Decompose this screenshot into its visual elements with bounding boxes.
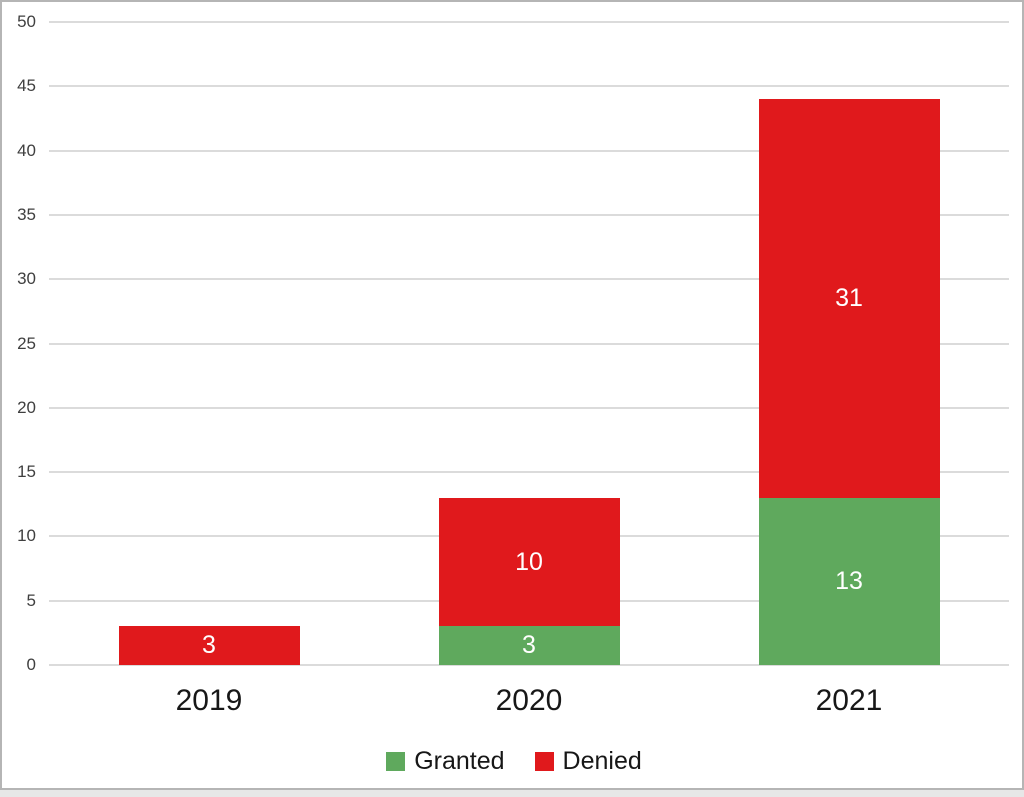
- x-axis-labels: 2019 2020 2021: [49, 684, 1009, 726]
- legend-label-granted: Granted: [414, 746, 505, 775]
- y-tick-label: 10: [17, 526, 36, 546]
- y-tick-label: 15: [17, 462, 36, 482]
- y-tick-label: 25: [17, 333, 36, 353]
- x-category-label-2020: 2020: [495, 684, 563, 717]
- bar-value-label: 3: [522, 631, 536, 660]
- bar-2020: 3 10: [438, 22, 620, 665]
- gridline: [49, 471, 1009, 474]
- gridline: [49, 213, 1009, 216]
- gridline: [49, 149, 1009, 152]
- legend-label-denied: Denied: [562, 746, 642, 775]
- legend-swatch-granted: [386, 751, 406, 771]
- bar-2019: 3: [118, 22, 300, 665]
- gridline: [49, 406, 1009, 409]
- x-category-label-2019: 2019: [175, 684, 243, 717]
- gridline: [49, 342, 1009, 345]
- bar-segment-denied-2020: 10: [438, 497, 620, 627]
- y-axis-labels: 0 5 10 15 20 25 30 35 40 45 50: [2, 13, 38, 673]
- y-tick-label: 45: [17, 76, 36, 96]
- legend-item-granted: Granted: [386, 746, 505, 775]
- gridline: [49, 664, 1009, 666]
- bar-segment-denied-2019: 3: [118, 626, 300, 665]
- y-tick-label: 40: [17, 140, 36, 160]
- bar-value-label: 10: [515, 547, 543, 576]
- y-tick-label: 30: [17, 269, 36, 289]
- bar-value-label: 13: [835, 566, 863, 595]
- bar-value-label: 31: [835, 284, 863, 312]
- gridline: [49, 85, 1009, 88]
- plot-area: 3 3 10 13 31: [49, 21, 1009, 666]
- legend-item-denied: Denied: [534, 746, 642, 775]
- bar-segment-granted-2020: 3: [438, 626, 620, 665]
- y-tick-label: 5: [26, 590, 36, 610]
- y-tick-label: 20: [17, 397, 36, 417]
- legend: Granted Denied: [2, 744, 1024, 778]
- x-category-label-2021: 2021: [815, 684, 883, 717]
- bar-segment-granted-2021: 13: [758, 497, 940, 665]
- gridline: [49, 21, 1009, 23]
- gridline: [49, 278, 1009, 281]
- bar-value-label: 3: [202, 631, 216, 660]
- legend-swatch-denied: [534, 751, 554, 771]
- bar-2021: 13 31: [758, 22, 940, 665]
- y-tick-label: 0: [26, 655, 36, 675]
- y-tick-label: 35: [17, 205, 36, 225]
- window-edge-strip: [0, 790, 1024, 797]
- y-tick-label: 50: [17, 12, 36, 32]
- bar-segment-denied-2021: 31: [758, 99, 940, 498]
